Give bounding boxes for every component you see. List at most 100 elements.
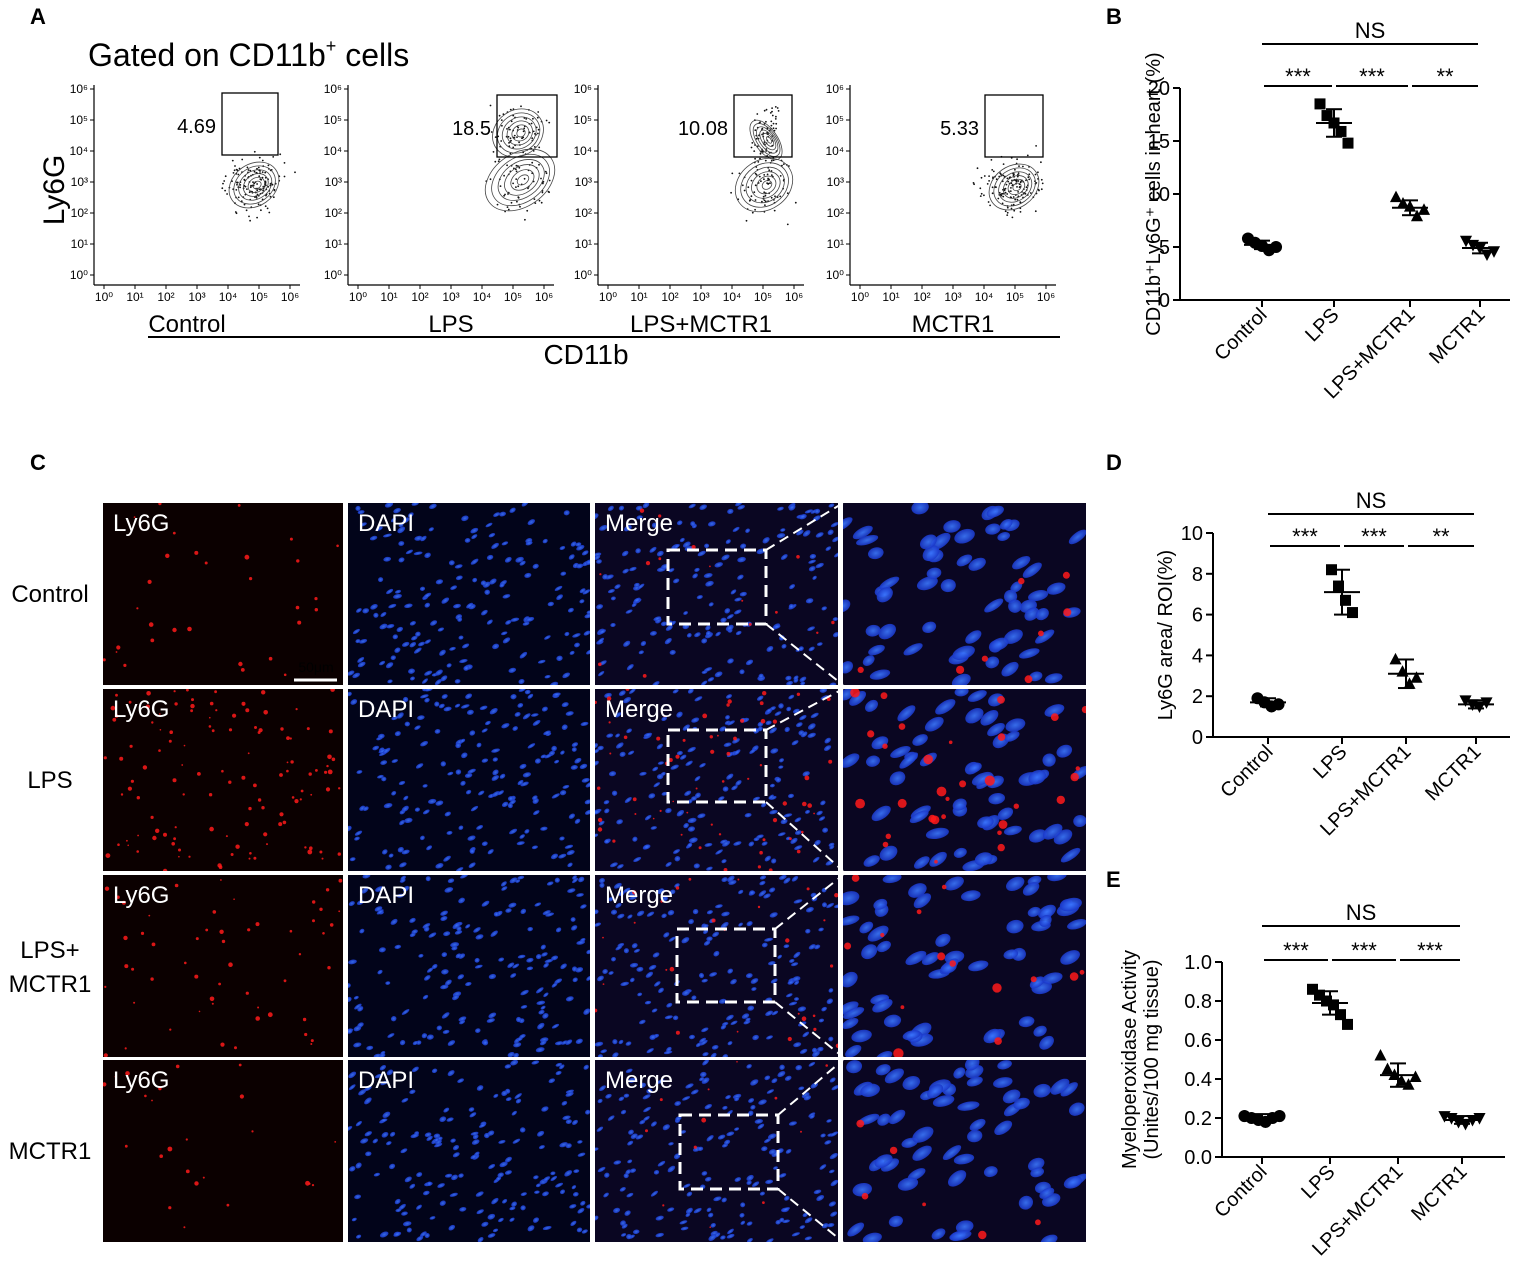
nucleus xyxy=(409,1089,416,1094)
ly6g-signal xyxy=(861,1192,869,1200)
micrograph-content xyxy=(595,1060,838,1242)
nucleus xyxy=(964,1060,980,1071)
ly6g-signal xyxy=(782,801,787,806)
nucleus xyxy=(555,1182,564,1188)
nucleus xyxy=(507,803,513,809)
ly6g-signal xyxy=(936,786,947,797)
nucleus xyxy=(673,544,680,549)
nucleus xyxy=(630,1133,638,1139)
flow-event-dot xyxy=(794,201,797,204)
nucleus xyxy=(607,1115,615,1121)
nucleus xyxy=(378,577,384,583)
nucleus xyxy=(1028,590,1049,602)
nucleus xyxy=(572,1119,578,1125)
ly6g-signal xyxy=(190,703,195,709)
ly6g-signal xyxy=(695,787,698,790)
flow-y-tick-label: 10⁶ xyxy=(574,82,592,96)
ly6g-signal xyxy=(612,839,616,843)
nucleus xyxy=(447,771,454,776)
nucleus xyxy=(498,1139,506,1144)
flow-gate xyxy=(984,94,1044,158)
ly6g-signal xyxy=(209,826,214,832)
flow-event-dot xyxy=(515,186,517,189)
nucleus xyxy=(571,1185,577,1190)
significance-label: *** xyxy=(1361,524,1387,549)
nucleus xyxy=(734,1177,742,1182)
ly6g-signal xyxy=(169,730,173,734)
nucleus xyxy=(1019,648,1040,659)
flow-contour xyxy=(745,166,785,204)
ly6g-signal xyxy=(228,962,233,967)
nucleus xyxy=(726,773,734,780)
ly6g-signal xyxy=(279,812,284,817)
channel-label: Merge xyxy=(605,510,673,537)
nucleus xyxy=(487,1130,495,1136)
ly6g-signal xyxy=(247,928,251,932)
nucleus xyxy=(540,944,546,950)
ly6g-signal xyxy=(948,740,953,745)
nucleus xyxy=(884,1068,904,1084)
ly6g-signal xyxy=(645,1129,648,1133)
nucleus xyxy=(807,626,815,632)
nucleus xyxy=(720,1024,727,1030)
nucleus xyxy=(799,676,807,683)
nucleus xyxy=(781,643,787,649)
nucleus xyxy=(691,995,697,1000)
nucleus xyxy=(812,856,820,863)
ly6g-signal xyxy=(304,846,307,849)
flow-event-dot xyxy=(786,223,789,226)
ly6g-signal xyxy=(1070,772,1079,782)
ly6g-signal xyxy=(602,983,605,985)
nucleus xyxy=(701,978,708,983)
nucleus xyxy=(952,798,967,811)
ly6g-signal xyxy=(167,1146,173,1152)
nucleus xyxy=(794,817,802,823)
nucleus xyxy=(424,975,431,981)
nucleus xyxy=(843,915,860,926)
nucleus xyxy=(780,554,788,560)
flow-contour xyxy=(749,119,783,161)
flow-y-tick-label: 10⁶ xyxy=(826,82,844,96)
flow-gate xyxy=(496,94,558,158)
flow-event-dot xyxy=(761,133,763,136)
nucleus xyxy=(631,602,637,608)
nucleus xyxy=(564,844,574,849)
nucleus xyxy=(791,962,799,967)
flow-contour xyxy=(233,165,276,205)
ly6g-signal xyxy=(263,710,269,715)
nucleus xyxy=(724,608,731,614)
nucleus xyxy=(617,913,625,919)
ly6g-signal xyxy=(308,1182,311,1185)
nucleus xyxy=(481,1221,489,1227)
nucleus xyxy=(824,737,831,744)
nucleus xyxy=(868,644,885,656)
nucleus xyxy=(464,773,473,778)
nucleus xyxy=(623,1093,630,1098)
nucleus xyxy=(953,1153,975,1165)
nucleus xyxy=(488,1012,497,1019)
nucleus xyxy=(726,1014,734,1021)
flow-gate-percent: 4.69 xyxy=(177,116,216,138)
flow-event-dot xyxy=(755,173,758,176)
ly6g-signal xyxy=(772,719,778,724)
nucleus xyxy=(824,745,832,752)
data-point xyxy=(1269,240,1283,254)
nucleus xyxy=(404,1176,412,1183)
nucleus xyxy=(649,546,657,553)
ly6g-signal xyxy=(736,1061,738,1063)
significance-label: NS xyxy=(1355,18,1386,43)
nucleus xyxy=(583,1064,589,1070)
nucleus xyxy=(574,757,582,764)
nucleus xyxy=(814,508,821,514)
nucleus xyxy=(504,556,512,563)
ly6g-signal xyxy=(796,692,801,696)
ly6g-signal xyxy=(130,779,134,783)
nucleus xyxy=(578,876,585,883)
flow-event-dot xyxy=(764,194,767,197)
nucleus xyxy=(788,603,794,609)
ly6g-signal xyxy=(127,844,129,847)
nucleus xyxy=(778,765,784,769)
ly6g-signal xyxy=(173,690,176,693)
flow-event-dot xyxy=(761,200,763,203)
nucleus xyxy=(1060,1082,1078,1097)
